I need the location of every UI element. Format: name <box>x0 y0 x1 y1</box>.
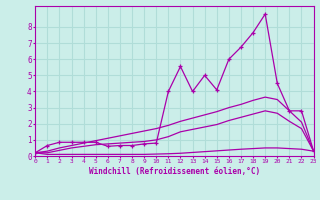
X-axis label: Windchill (Refroidissement éolien,°C): Windchill (Refroidissement éolien,°C) <box>89 167 260 176</box>
